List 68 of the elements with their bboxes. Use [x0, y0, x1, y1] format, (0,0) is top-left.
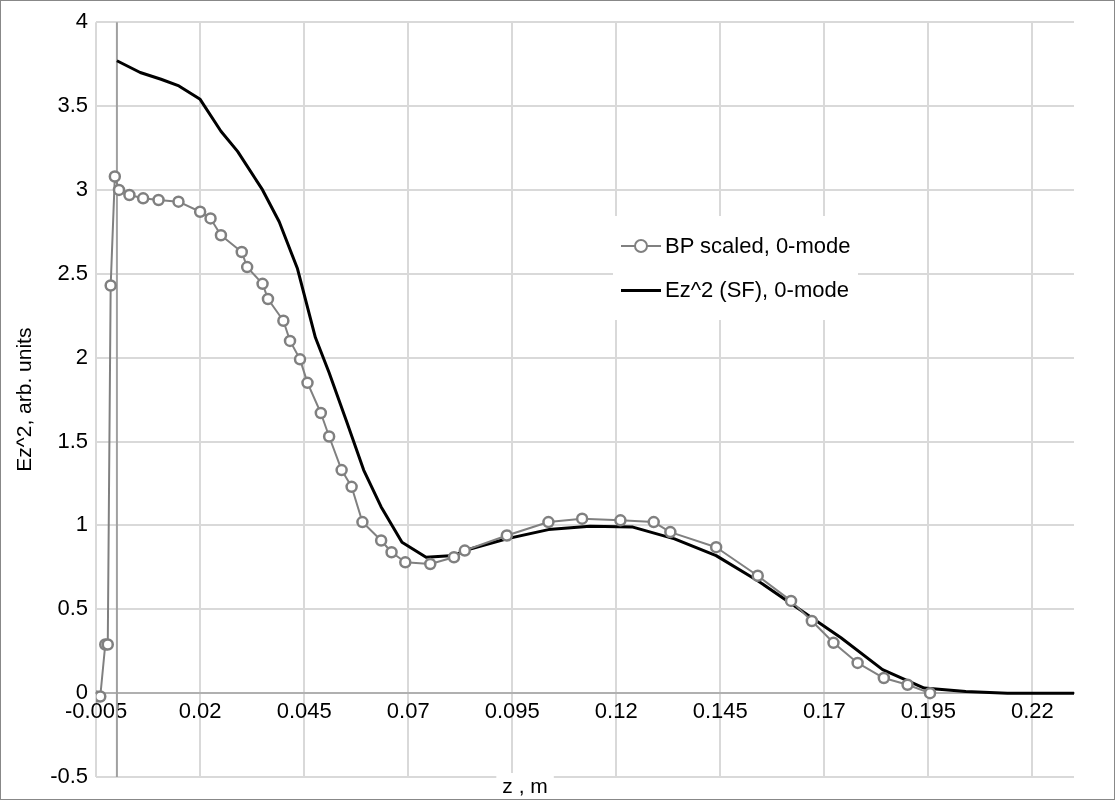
x-tick-label: 0.045 [276, 698, 332, 724]
x-tick-label: 0.22 [1010, 698, 1054, 724]
y-tick-label: 1 [75, 511, 89, 537]
x-tick-label: 0.145 [692, 698, 748, 724]
point [901, 678, 914, 691]
point [374, 534, 388, 547]
x-tick-label: -0.005 [64, 698, 128, 724]
point [261, 292, 275, 306]
point [322, 430, 336, 443]
point [108, 170, 122, 183]
point [877, 671, 891, 685]
y-tick-label: 3 [75, 176, 89, 201]
point [709, 540, 723, 554]
point [152, 193, 165, 207]
point [458, 544, 472, 557]
point [345, 480, 358, 494]
point [277, 314, 290, 328]
x-tick-label: 0.17 [802, 698, 846, 724]
point [112, 183, 126, 197]
point [283, 334, 297, 348]
point [356, 515, 369, 529]
point [614, 514, 627, 527]
x-tick-label: 0.07 [386, 698, 430, 724]
point [647, 515, 660, 529]
point [851, 656, 864, 670]
x-tick-label: 0.12 [594, 698, 638, 724]
point [424, 557, 437, 571]
point [827, 636, 840, 650]
point [240, 260, 254, 274]
point [193, 205, 207, 218]
point [235, 245, 248, 259]
point [136, 192, 150, 205]
point [923, 686, 937, 700]
point [214, 228, 228, 242]
point [447, 551, 461, 564]
point [314, 406, 328, 420]
point [751, 569, 764, 582]
point [301, 376, 314, 390]
x-tick-label: 0.195 [900, 698, 956, 724]
point [385, 545, 398, 559]
point [575, 512, 589, 525]
point [784, 594, 798, 608]
x-tick-label: 0.095 [484, 698, 540, 724]
point [399, 556, 412, 569]
point [172, 195, 185, 208]
point [96, 690, 107, 703]
y-tick-label: 0.5 [57, 595, 89, 621]
point [293, 353, 307, 366]
y-axis-title: Ez^2, arb. units [12, 327, 36, 472]
point [500, 529, 514, 542]
y-tick-label: 2 [75, 343, 89, 369]
x-axis-title: z , m [502, 774, 548, 798]
point [104, 279, 117, 292]
point [664, 525, 677, 539]
point [204, 212, 217, 225]
point [335, 463, 348, 477]
x-tick-label: 0.02 [178, 698, 222, 724]
point [805, 614, 819, 628]
y-tick-label: 3.5 [57, 92, 89, 118]
legend-label: BP scaled, 0-mode [665, 233, 851, 259]
y-tick-label: 4 [75, 8, 89, 34]
legend-label: Ez^2 (SF), 0-mode [665, 277, 849, 303]
point [542, 515, 555, 529]
y-tick-label: 2.5 [57, 259, 89, 285]
y-tick-label: 1.5 [57, 427, 89, 453]
point [256, 277, 269, 291]
y-tick-label: -0.5 [50, 763, 89, 789]
point [123, 188, 136, 202]
